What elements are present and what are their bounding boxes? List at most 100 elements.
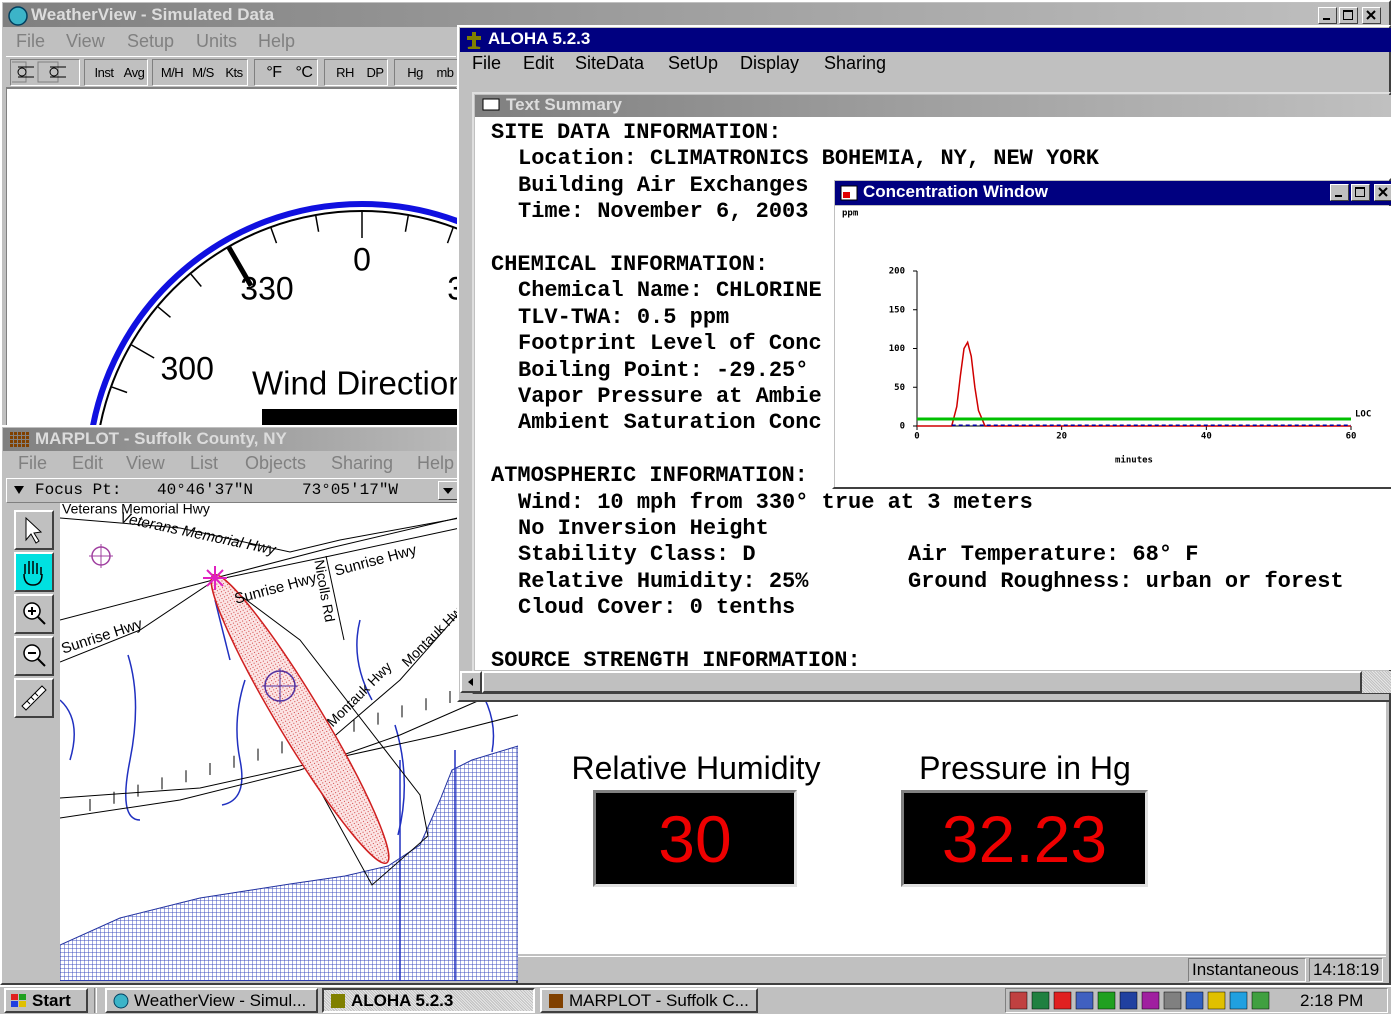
toolbar-icons	[12, 60, 78, 85]
toolbar-button[interactable]: DP	[360, 61, 390, 84]
menu-item[interactable]: Setup	[127, 31, 174, 52]
legend-label: LOC	[1355, 410, 1371, 420]
scroll-thumb[interactable]	[482, 671, 1362, 693]
taskbar-button[interactable]: MARPLOT - Suffolk C...	[540, 988, 758, 1013]
toolbar-button-label: M/H	[161, 65, 183, 80]
toolbar-button[interactable]: Inst	[89, 61, 119, 84]
menu-item[interactable]: File	[16, 31, 45, 52]
select-tool[interactable]	[14, 510, 54, 550]
focus-longitude: 73°05'17"W	[302, 481, 398, 499]
toolbar-button-label: DP	[366, 65, 383, 80]
menu-item[interactable]: Units	[196, 31, 237, 52]
menu-item[interactable]: View	[66, 31, 105, 52]
icon-globe	[9, 7, 27, 25]
logo-pane	[11, 1001, 18, 1007]
menu-item[interactable]: Edit	[72, 453, 103, 474]
window-close-button[interactable]	[1374, 184, 1391, 201]
toolbar-button[interactable]: RH	[330, 61, 360, 84]
button-glyph	[439, 482, 457, 499]
tray-icons	[1008, 990, 1288, 1011]
toolbar-button-label: Avg	[124, 65, 145, 80]
icon-grid	[18, 440, 21, 443]
menu-item[interactable]: Edit	[523, 53, 554, 74]
window-maximize-button[interactable]	[1339, 7, 1358, 24]
toolbar-button[interactable]: Avg	[119, 61, 149, 84]
window-minimize-button[interactable]	[1318, 7, 1337, 24]
measure-tool[interactable]	[14, 678, 54, 718]
toolbar-button[interactable]: M/H	[157, 61, 187, 84]
icon-grid	[26, 436, 29, 439]
y-tick-label: 150	[889, 305, 905, 315]
menu-item[interactable]: Sharing	[331, 453, 393, 474]
arrow	[468, 678, 473, 686]
summary-line: Vapor Pressure at Ambie	[518, 384, 822, 410]
app-icon	[8, 6, 28, 26]
window-maximize-button[interactable]	[1351, 184, 1370, 201]
task-label: WeatherView - Simul...	[134, 991, 306, 1011]
zoom-out-tool[interactable]	[14, 636, 54, 676]
dial-tick	[132, 345, 155, 358]
scroll-left-button[interactable]	[460, 671, 482, 693]
tool-icon	[16, 554, 52, 590]
icon-grid	[26, 432, 29, 435]
task-icon	[112, 992, 130, 1010]
app-icon	[9, 431, 31, 449]
dropdown-arrow	[14, 486, 24, 494]
start-logo	[10, 993, 28, 1009]
taskbar-button[interactable]: ALOHA 5.2.3	[322, 988, 535, 1013]
toolbar-button[interactable]: °C	[289, 61, 319, 84]
menu-item[interactable]: Help	[258, 31, 295, 52]
toolbar-button[interactable]: °F	[259, 61, 289, 84]
window-close-button[interactable]	[1362, 7, 1381, 24]
menu-item[interactable]: SetUp	[668, 53, 718, 74]
toolbar-button[interactable]: mb	[430, 61, 460, 84]
tray-icon	[1032, 992, 1049, 1009]
menu-item[interactable]: Help	[417, 453, 454, 474]
focus-label: Focus Pt:	[35, 481, 121, 499]
menu-item[interactable]: SiteData	[575, 53, 644, 74]
menu-item[interactable]: Display	[740, 53, 799, 74]
toolbar-button-label: °C	[296, 64, 313, 82]
toolbar-button[interactable]: M/S	[188, 61, 218, 84]
window-minimize-button[interactable]	[1330, 184, 1349, 201]
menu-item[interactable]: Sharing	[824, 53, 886, 74]
icon-grid	[18, 432, 21, 435]
x-tick-label: 20	[1056, 432, 1067, 442]
map: Veterans Memorial HwyVeterans Memorial H…	[60, 503, 518, 981]
glyph	[1323, 18, 1330, 20]
icon-grid	[10, 436, 13, 439]
icon-grid	[22, 440, 25, 443]
toolbar-button[interactable]: Hg	[400, 61, 430, 84]
toolbar-button[interactable]: Kts	[219, 61, 249, 84]
status-field: 14:18:19	[1309, 958, 1383, 982]
tool-icon	[16, 596, 52, 632]
logo-pane	[11, 994, 18, 1000]
hand-tool[interactable]	[14, 552, 54, 592]
logo-pane	[19, 994, 26, 1000]
tray-icon	[1076, 992, 1093, 1009]
menu-item[interactable]: List	[190, 453, 218, 474]
menu-item[interactable]: File	[18, 453, 47, 474]
zoom-in-tool[interactable]	[14, 594, 54, 634]
summary-line: Time: November 6, 2003	[518, 199, 808, 225]
toolbar-icon	[12, 62, 26, 82]
icon-grid	[22, 444, 25, 447]
focus-dropdown-button[interactable]	[438, 481, 458, 500]
icon-grid	[18, 444, 21, 447]
summary-line: Relative Humidity: 25%	[518, 569, 808, 595]
menu-item[interactable]: Objects	[245, 453, 306, 474]
icon-figure	[467, 32, 481, 49]
glyph	[1335, 195, 1342, 197]
summary-line: Footprint Level of Conc	[518, 331, 822, 357]
toolbar-button-label: Inst	[95, 65, 114, 80]
menu-item[interactable]: View	[126, 453, 165, 474]
toolbar-button-label: °F	[266, 64, 281, 82]
dial-title: Wind Direction	[252, 365, 457, 402]
toolbar-button-label: Kts	[225, 65, 242, 80]
icon	[843, 192, 850, 198]
taskbar-button[interactable]: WeatherView - Simul...	[105, 988, 318, 1013]
start-button[interactable]: Start	[4, 988, 88, 1013]
title-bar	[460, 28, 1391, 52]
desktop: WeatherView - Simulated DataFileViewSetu…	[0, 0, 1391, 1014]
menu-item[interactable]: File	[472, 53, 501, 74]
